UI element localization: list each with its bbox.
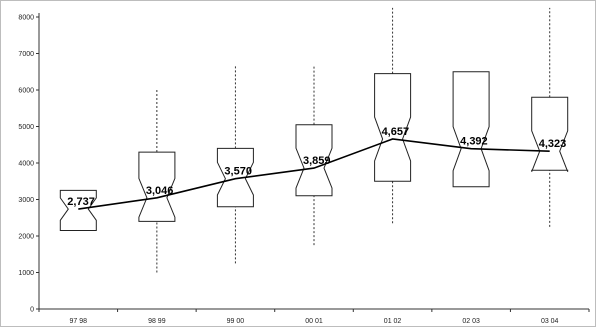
median-label: 4,392 (460, 136, 488, 148)
median-label: 4,657 (382, 126, 410, 138)
y-tick-label: 6000 (18, 88, 34, 95)
box-01-02 (374, 73, 412, 182)
x-tick-label: 02 03 (462, 318, 480, 325)
box-03-04 (531, 96, 569, 172)
y-tick-label: 4000 (18, 161, 34, 168)
y-tick-label: 5000 (18, 124, 34, 131)
x-axis: 97 98 98 99 99 00 00 01 01 02 02 03 03 04 (38, 308, 590, 325)
x-tick-label: 98 99 (148, 318, 166, 325)
y-axis: 0 1000 2000 3000 4000 5000 6000 7000 8000 (18, 13, 40, 314)
median-labels: 2,737 3,046 3,570 3,859 4,657 4,392 4,323 (67, 126, 566, 208)
x-tick-label: 99 00 (227, 318, 245, 325)
median-label: 2,737 (67, 196, 95, 208)
box-99-00 (216, 147, 254, 208)
box-02-03 (452, 71, 490, 188)
median-label: 4,323 (539, 138, 567, 150)
x-tick-label: 03 04 (541, 318, 559, 325)
median-label: 3,859 (303, 155, 331, 167)
y-tick-label: 3000 (18, 197, 34, 204)
median-label: 3,570 (224, 166, 252, 178)
box-00-01 (295, 124, 333, 197)
boxes (59, 71, 569, 231)
whiskers (156, 7, 551, 273)
y-tick-label: 0 (30, 307, 34, 314)
y-tick-label: 8000 (18, 15, 34, 22)
x-tick-label: 00 01 (305, 318, 323, 325)
x-tick-label: 01 02 (384, 318, 402, 325)
x-tick-label: 97 98 (70, 318, 88, 325)
median-label: 3,046 (146, 185, 174, 197)
y-tick-label: 7000 (18, 51, 34, 58)
y-tick-label: 1000 (18, 270, 34, 277)
y-tick-label: 2000 (18, 234, 34, 241)
box-97-98 (59, 189, 97, 231)
median-line-group (78, 138, 550, 210)
box-98-99 (138, 151, 176, 222)
median-line (78, 138, 550, 210)
